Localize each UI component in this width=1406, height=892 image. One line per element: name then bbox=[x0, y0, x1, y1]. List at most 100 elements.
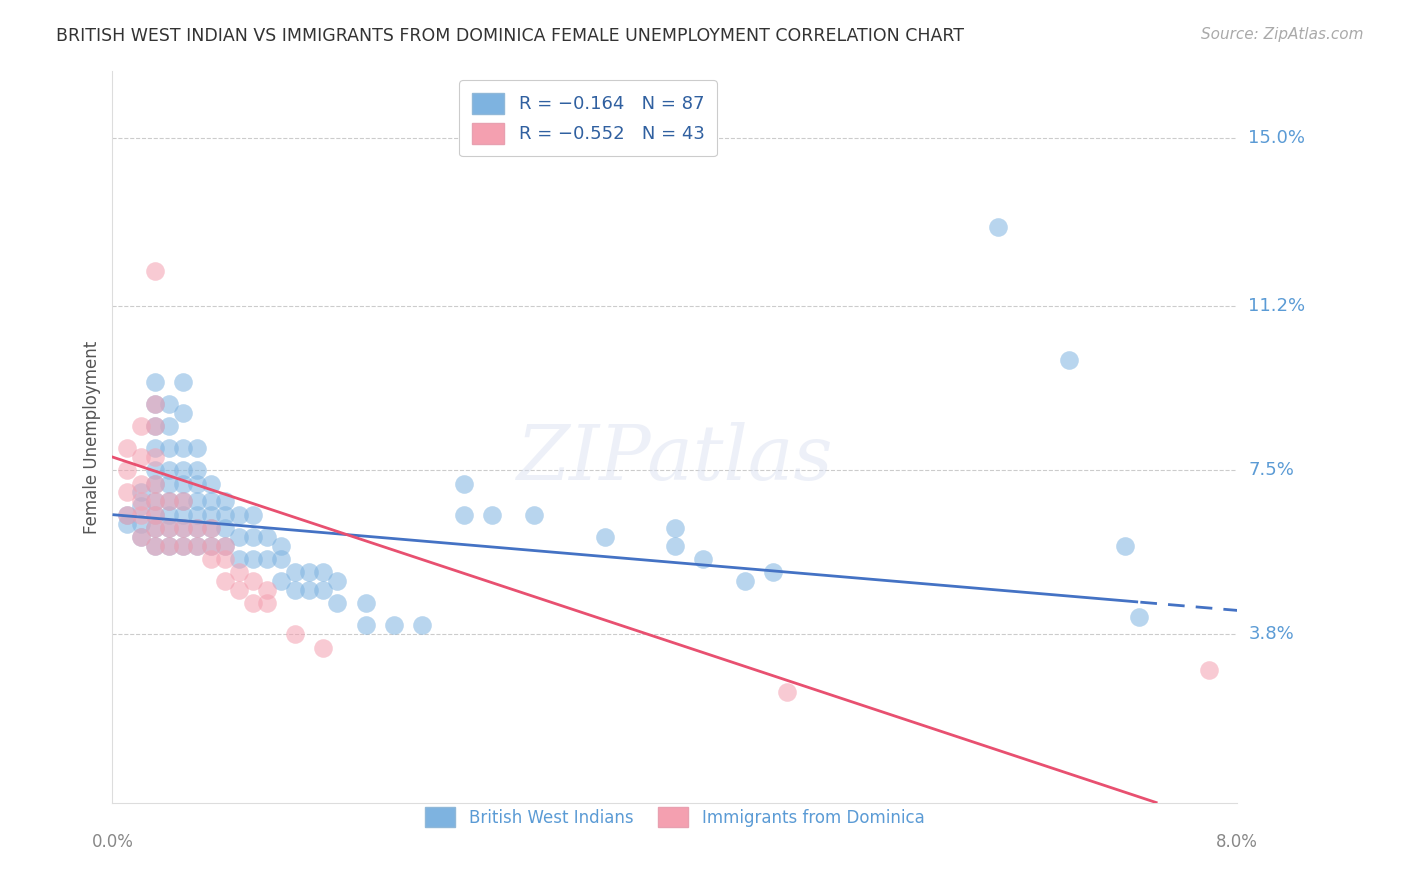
Point bbox=[129, 499, 152, 513]
Point bbox=[242, 596, 264, 610]
Point bbox=[115, 508, 138, 522]
Point bbox=[115, 463, 138, 477]
Point bbox=[284, 582, 307, 597]
Point bbox=[228, 530, 250, 544]
Point bbox=[228, 582, 250, 597]
Point bbox=[1128, 609, 1150, 624]
Point bbox=[129, 508, 152, 522]
Point bbox=[214, 494, 236, 508]
Text: 8.0%: 8.0% bbox=[1216, 833, 1258, 851]
Point bbox=[143, 521, 166, 535]
Point bbox=[242, 508, 264, 522]
Point bbox=[129, 450, 152, 464]
Point bbox=[172, 494, 194, 508]
Point bbox=[143, 419, 166, 434]
Point bbox=[172, 463, 194, 477]
Point bbox=[987, 219, 1010, 234]
Point bbox=[200, 476, 222, 491]
Point bbox=[186, 521, 208, 535]
Point bbox=[129, 530, 152, 544]
Point bbox=[115, 516, 138, 531]
Point bbox=[453, 508, 475, 522]
Point bbox=[143, 508, 166, 522]
Point bbox=[1198, 663, 1220, 677]
Point bbox=[664, 521, 686, 535]
Point bbox=[242, 530, 264, 544]
Point bbox=[382, 618, 405, 632]
Point bbox=[129, 419, 152, 434]
Text: ZIPatlas: ZIPatlas bbox=[516, 422, 834, 496]
Point bbox=[143, 539, 166, 553]
Text: 3.8%: 3.8% bbox=[1249, 625, 1294, 643]
Point bbox=[186, 539, 208, 553]
Point bbox=[143, 419, 166, 434]
Point bbox=[776, 685, 799, 699]
Point bbox=[157, 441, 180, 455]
Point bbox=[354, 618, 377, 632]
Point bbox=[129, 494, 152, 508]
Point bbox=[157, 539, 180, 553]
Point bbox=[157, 521, 180, 535]
Point bbox=[172, 539, 194, 553]
Point bbox=[157, 419, 180, 434]
Point bbox=[312, 566, 335, 580]
Point bbox=[242, 552, 264, 566]
Point bbox=[298, 566, 321, 580]
Point bbox=[186, 494, 208, 508]
Point bbox=[143, 476, 166, 491]
Point bbox=[228, 566, 250, 580]
Point bbox=[411, 618, 433, 632]
Point bbox=[157, 508, 180, 522]
Point bbox=[143, 521, 166, 535]
Point bbox=[143, 441, 166, 455]
Point bbox=[284, 566, 307, 580]
Point bbox=[326, 574, 349, 589]
Point bbox=[214, 521, 236, 535]
Point bbox=[157, 521, 180, 535]
Point bbox=[298, 582, 321, 597]
Point bbox=[270, 552, 292, 566]
Point bbox=[143, 397, 166, 411]
Point bbox=[200, 494, 222, 508]
Point bbox=[129, 530, 152, 544]
Point bbox=[143, 494, 166, 508]
Point bbox=[256, 530, 278, 544]
Point bbox=[214, 539, 236, 553]
Point bbox=[1057, 352, 1080, 367]
Point bbox=[481, 508, 503, 522]
Point bbox=[1114, 539, 1136, 553]
Y-axis label: Female Unemployment: Female Unemployment bbox=[83, 341, 101, 533]
Text: 7.5%: 7.5% bbox=[1249, 461, 1295, 479]
Point bbox=[256, 596, 278, 610]
Text: BRITISH WEST INDIAN VS IMMIGRANTS FROM DOMINICA FEMALE UNEMPLOYMENT CORRELATION : BRITISH WEST INDIAN VS IMMIGRANTS FROM D… bbox=[56, 27, 965, 45]
Text: Source: ZipAtlas.com: Source: ZipAtlas.com bbox=[1201, 27, 1364, 42]
Point bbox=[129, 476, 152, 491]
Point bbox=[762, 566, 785, 580]
Point bbox=[172, 476, 194, 491]
Point bbox=[200, 552, 222, 566]
Text: 11.2%: 11.2% bbox=[1249, 297, 1306, 315]
Point bbox=[200, 508, 222, 522]
Point bbox=[453, 476, 475, 491]
Point bbox=[115, 508, 138, 522]
Point bbox=[312, 640, 335, 655]
Point bbox=[157, 397, 180, 411]
Point bbox=[143, 397, 166, 411]
Point bbox=[172, 494, 194, 508]
Point bbox=[256, 582, 278, 597]
Point bbox=[129, 485, 152, 500]
Point bbox=[172, 406, 194, 420]
Point bbox=[157, 463, 180, 477]
Text: 0.0%: 0.0% bbox=[91, 833, 134, 851]
Point bbox=[157, 476, 180, 491]
Point bbox=[186, 463, 208, 477]
Point bbox=[242, 574, 264, 589]
Point bbox=[664, 539, 686, 553]
Point bbox=[326, 596, 349, 610]
Point bbox=[115, 485, 138, 500]
Point bbox=[157, 494, 180, 508]
Point bbox=[214, 508, 236, 522]
Point bbox=[200, 521, 222, 535]
Point bbox=[214, 574, 236, 589]
Point bbox=[200, 539, 222, 553]
